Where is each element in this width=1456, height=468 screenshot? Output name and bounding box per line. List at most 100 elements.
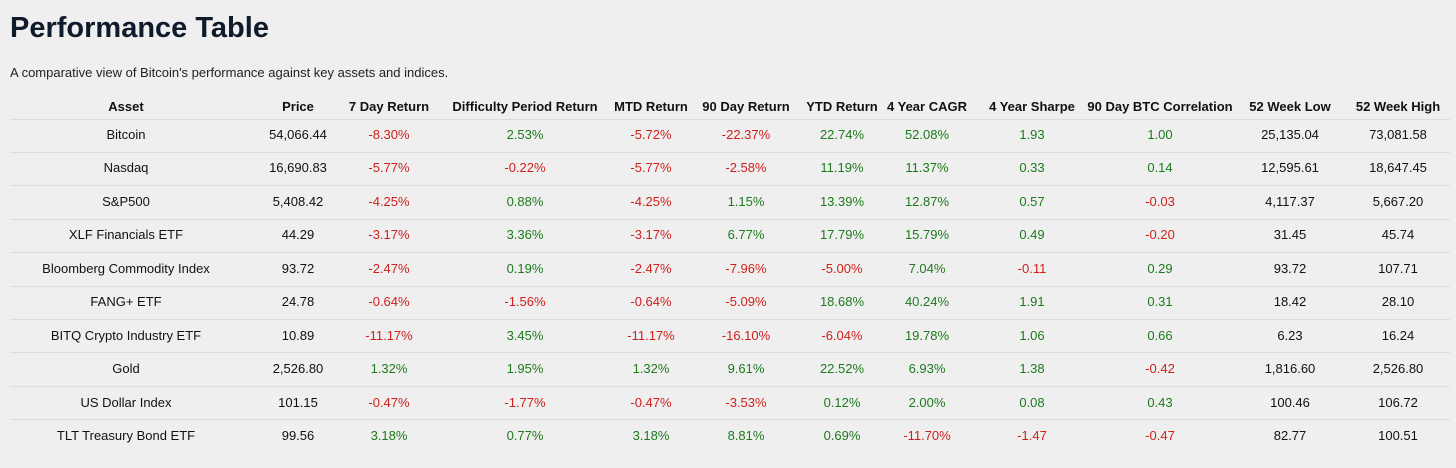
- table-cell: -8.30%: [368, 127, 410, 142]
- table-cell: -0.42: [1145, 361, 1175, 377]
- column-header: 52 Week Low: [1249, 99, 1331, 114]
- table-cell: 44.29: [281, 227, 315, 243]
- table-cell: -16.10%: [721, 327, 771, 343]
- table-cell: -5.77%: [368, 160, 410, 176]
- table-cell: -6.04%: [821, 327, 863, 343]
- table-cell: -3.17%: [368, 227, 410, 243]
- table-cell: 4,117.37: [1265, 193, 1315, 209]
- table-cell: 22.74%: [819, 127, 865, 142]
- table-cell: 93.72: [1273, 260, 1307, 276]
- table-cell: 0.33: [1019, 160, 1045, 176]
- table-cell: -0.03: [1145, 193, 1175, 209]
- table-cell: 31.45: [1273, 227, 1307, 243]
- row-rule: [10, 318, 1450, 320]
- table-cell: 0.57: [1019, 193, 1045, 209]
- column-header: Asset: [108, 99, 144, 114]
- table-cell: -3.17%: [630, 227, 672, 243]
- table-cell: 5,408.42: [272, 193, 324, 209]
- table-cell: -5.09%: [725, 294, 767, 310]
- table-cell: 10.89: [281, 327, 315, 343]
- table-cell: 7.04%: [908, 260, 946, 276]
- table-cell: 1.00: [1147, 127, 1173, 142]
- asset-name: Bloomberg Commodity Index: [42, 260, 210, 276]
- table-cell: 6.23: [1277, 327, 1303, 343]
- table-cell: 0.69%: [823, 428, 861, 444]
- table-cell: 18.42: [1273, 294, 1307, 310]
- row-rule: [10, 385, 1450, 387]
- table-cell: 25,135.04: [1261, 127, 1319, 142]
- asset-name: BITQ Crypto Industry ETF: [50, 327, 202, 343]
- table-cell: -0.20: [1145, 227, 1175, 243]
- row-rule: [10, 419, 1450, 421]
- table-cell: 1,816.60: [1264, 361, 1316, 377]
- table-cell: -22.37%: [721, 127, 771, 142]
- table-cell: 3.18%: [632, 428, 670, 444]
- table-cell: 0.43: [1147, 394, 1173, 410]
- table-cell: -2.47%: [368, 260, 410, 276]
- table-cell: 0.66: [1147, 327, 1173, 343]
- column-header: Price: [282, 99, 314, 114]
- table-cell: 1.32%: [632, 361, 670, 377]
- column-header: Difficulty Period Return: [452, 99, 598, 114]
- row-rule: [10, 185, 1450, 187]
- table-cell: 1.38: [1019, 361, 1045, 377]
- table-cell: 0.29: [1147, 260, 1173, 276]
- column-header: 4 Year Sharpe: [989, 99, 1075, 114]
- table-cell: 40.24%: [904, 294, 950, 310]
- table-cell: 5,667.20: [1372, 193, 1424, 209]
- table-cell: 18.68%: [819, 294, 865, 310]
- asset-name: FANG+ ETF: [90, 294, 162, 310]
- table-cell: 11.19%: [820, 160, 864, 176]
- table-cell: 106.72: [1378, 394, 1418, 410]
- title: Performance Table: [10, 12, 269, 44]
- table-cell: 11.37%: [905, 160, 949, 176]
- table-cell: -0.47: [1145, 428, 1175, 444]
- table-cell: 52.08%: [904, 127, 950, 142]
- row-rule: [10, 252, 1450, 254]
- table-cell: -1.56%: [504, 294, 546, 310]
- table-cell: -11.17%: [365, 327, 413, 343]
- table-cell: 17.79%: [819, 227, 865, 243]
- table-cell: 22.52%: [819, 361, 865, 377]
- row-rule: [10, 218, 1450, 220]
- table-cell: 0.88%: [506, 193, 544, 209]
- row-rule: [10, 151, 1450, 153]
- table-cell: -4.25%: [368, 193, 410, 209]
- table-cell: 82.77: [1273, 428, 1307, 444]
- asset-name: S&P500: [102, 193, 150, 209]
- table-cell: -1.77%: [504, 394, 546, 410]
- column-header: YTD Return: [806, 99, 878, 114]
- subtitle: A comparative view of Bitcoin's performa…: [10, 65, 449, 80]
- column-header: 52 Week High: [1355, 99, 1441, 114]
- table-cell: 99.56: [281, 428, 315, 444]
- table-cell: 0.08: [1019, 394, 1045, 410]
- table-cell: 1.91: [1019, 294, 1045, 310]
- asset-name: Bitcoin: [106, 127, 146, 142]
- table-cell: 1.15%: [727, 193, 765, 209]
- table-cell: 12.87%: [904, 193, 950, 209]
- table-cell: 15.79%: [904, 227, 950, 243]
- table-cell: 107.71: [1378, 260, 1418, 276]
- table-cell: -5.77%: [630, 160, 672, 176]
- table-cell: -2.47%: [630, 260, 672, 276]
- asset-name: XLF Financials ETF: [68, 227, 184, 243]
- table-cell: 2,526.80: [1372, 361, 1424, 377]
- table-cell: 1.93: [1019, 127, 1045, 142]
- table-cell: 1.06: [1019, 327, 1045, 343]
- table-cell: 93.72: [281, 260, 315, 276]
- table-cell: 6.77%: [727, 227, 765, 243]
- column-header: MTD Return: [614, 99, 688, 114]
- table-cell: 1.32%: [370, 361, 408, 377]
- table-cell: 0.19%: [506, 260, 544, 276]
- table-cell: -5.00%: [821, 260, 863, 276]
- table-cell: -11.17%: [627, 327, 675, 343]
- table-cell: 2.53%: [506, 127, 544, 142]
- table-cell: 18,647.45: [1369, 160, 1427, 176]
- column-header: 90 Day Return: [702, 99, 790, 114]
- table-cell: -3.53%: [725, 394, 767, 410]
- table-cell: 101.15: [278, 394, 318, 410]
- table-cell: 3.18%: [370, 428, 408, 444]
- table-cell: 2,526.80: [272, 361, 324, 377]
- table-cell: 0.49: [1019, 227, 1045, 243]
- table-cell: 16,690.83: [269, 160, 327, 176]
